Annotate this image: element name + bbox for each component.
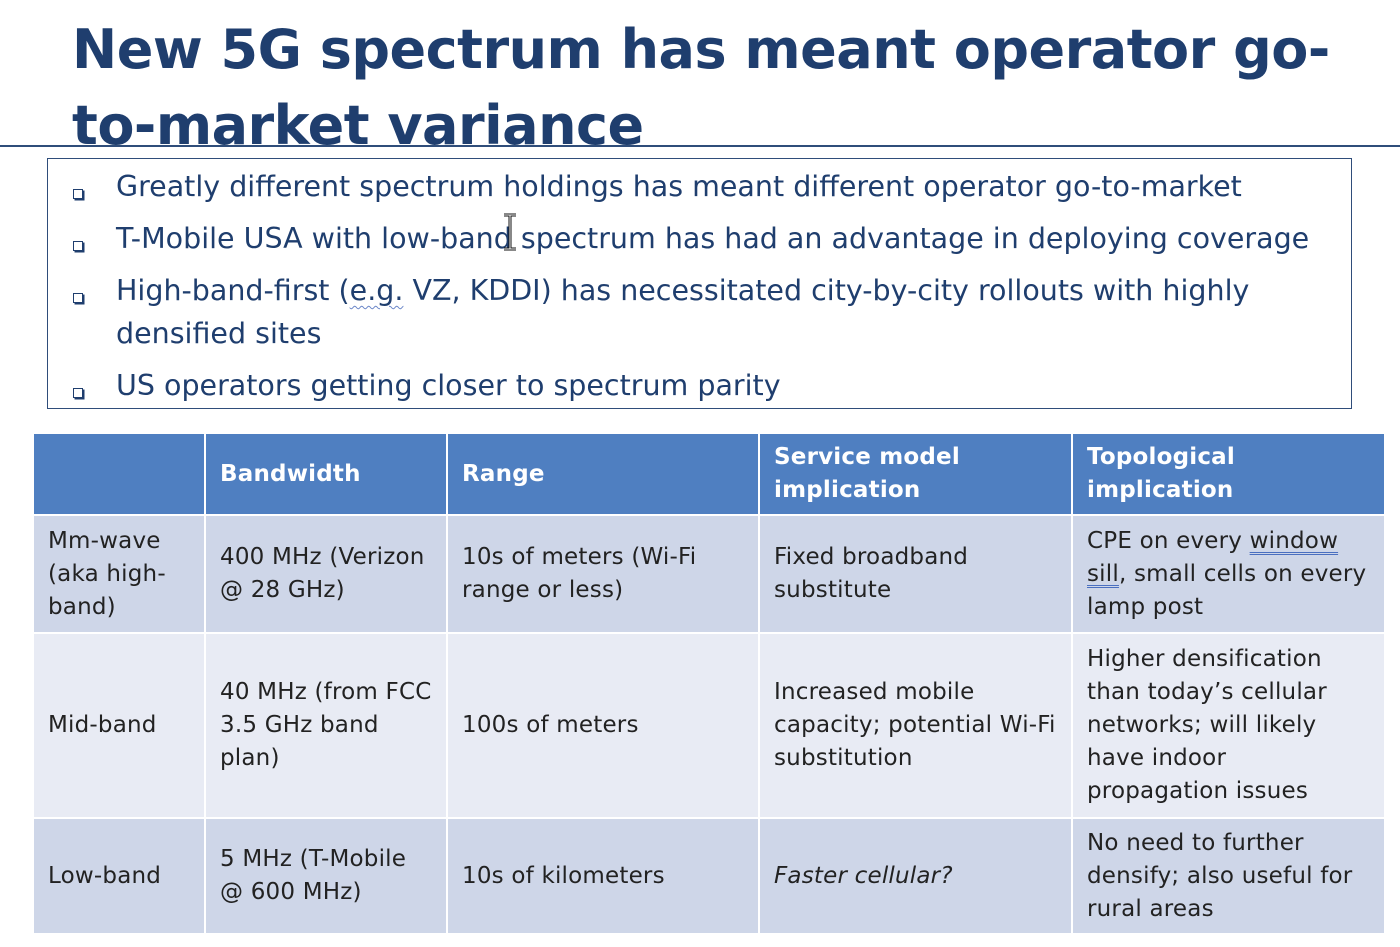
square-bullet-icon [70,364,116,407]
table-cell-topology: Higher densification than today’s cellul… [1073,634,1384,817]
spectrum-table: Bandwidth Range Service model implicatio… [34,434,1384,933]
hyperlink-underline: sill [1087,560,1119,587]
bullet-item: US operators getting closer to spectrum … [70,364,1360,407]
table-header-empty [34,434,204,514]
bullet-text: T-Mobile USA with low-band spectrum has … [116,222,1310,255]
slide-title: New 5G spectrum has meant operator go-to… [72,18,1330,157]
bullet-item: T-Mobile USA with low-band spectrum has … [70,217,1360,260]
table-cell-bandwidth: 40 MHz (from FCC 3.5 GHz band plan) [206,634,446,817]
bullet-item: High-band-first (e.g. VZ, KDDI) has nece… [70,269,1360,355]
table-cell-service: Faster cellular? [760,819,1071,933]
square-bullet-icon [70,165,116,208]
table-cell-band: Mm-wave (aka high-band) [34,516,204,632]
bullet-box [47,158,1352,409]
bullet-text: Greatly different spectrum holdings has … [116,170,1242,203]
square-bullet-icon [70,269,116,355]
bullet-item: Greatly different spectrum holdings has … [70,165,1360,208]
spellcheck-underline: e.g. [349,274,404,307]
table-cell-topology: No need to further densify; also useful … [1073,819,1384,933]
table-cell-range: 100s of meters [448,634,758,817]
bullet-text: High-band-first (e.g. VZ, KDDI) has nece… [116,274,1250,350]
table-header-service: Service model implication [760,434,1071,514]
table-header-range: Range [448,434,758,514]
table-cell-bandwidth: 5 MHz (T-Mobile @ 600 MHz) [206,819,446,933]
table-cell-band: Mid-band [34,634,204,817]
bullet-text: US operators getting closer to spectrum … [116,369,781,402]
text-cursor-icon [504,213,516,251]
table-header-bandwidth: Bandwidth [206,434,446,514]
table-cell-range: 10s of meters (Wi-Fi range or less) [448,516,758,632]
title-divider [0,145,1400,147]
table-cell-range: 10s of kilometers [448,819,758,933]
table-cell-service: Fixed broadband substitute [760,516,1071,632]
table-cell-band: Low-band [34,819,204,933]
table-cell-service: Increased mobile capacity; potential Wi-… [760,634,1071,817]
table-cell-topology: CPE on every window sill, small cells on… [1073,516,1384,632]
table-header-topology: Topological implication [1073,434,1384,514]
table-cell-bandwidth: 400 MHz (Verizon @ 28 GHz) [206,516,446,632]
square-bullet-icon [70,217,116,260]
hyperlink-underline: window [1249,527,1339,554]
